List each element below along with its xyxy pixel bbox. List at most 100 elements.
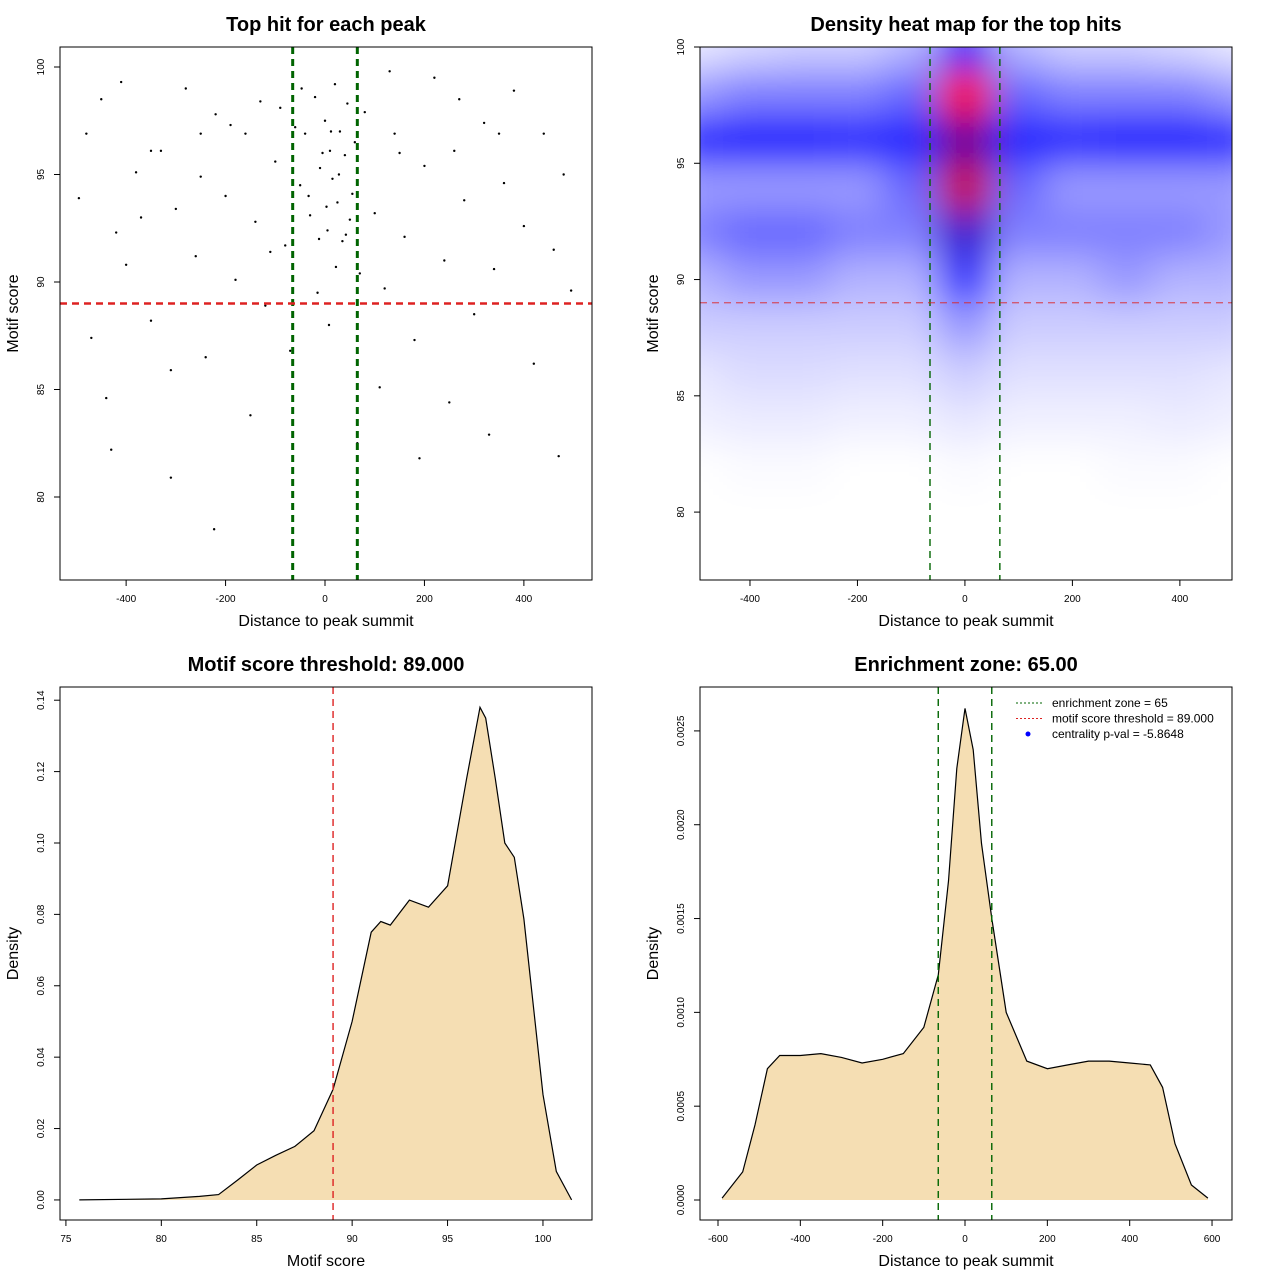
- heat-cell: [991, 116, 1047, 164]
- point: [110, 448, 113, 451]
- heat-cell: [1045, 163, 1100, 211]
- heat-cell: [1045, 395, 1100, 443]
- legend-label: centrality p-val = -5.8648: [1052, 727, 1184, 741]
- point: [403, 235, 406, 239]
- point: [159, 149, 163, 153]
- heat-cell: [776, 488, 832, 536]
- heat-cell: [938, 349, 993, 397]
- point: [532, 362, 536, 365]
- point: [398, 151, 401, 155]
- y-tick-label: 0.08: [36, 904, 47, 924]
- point: [443, 259, 446, 262]
- heat-cell: [776, 349, 832, 397]
- heat-cell: [991, 488, 1047, 536]
- plot-frame: [59, 686, 593, 1221]
- heat-cell: [1153, 209, 1208, 257]
- chart-title: Enrichment zone: 65.00: [854, 654, 1077, 676]
- heat-cell: [1206, 395, 1232, 443]
- point: [100, 98, 103, 101]
- heat-cell: [938, 70, 993, 118]
- heat-cell: [776, 256, 832, 304]
- point: [448, 401, 451, 404]
- y-tick-label: 0.0025: [676, 715, 687, 746]
- area-fill: [79, 707, 572, 1200]
- y-tick-label: 85: [36, 384, 47, 396]
- point: [388, 70, 391, 73]
- point: [289, 349, 292, 353]
- heat-cell: [991, 47, 1047, 71]
- heat-cell: [700, 488, 724, 536]
- point: [114, 231, 118, 234]
- heat-cell: [1153, 70, 1208, 118]
- x-tick-label: 400: [1121, 1234, 1138, 1245]
- x-tick-label: 90: [347, 1234, 359, 1245]
- heat-cell: [1099, 442, 1154, 490]
- heat-cell: [938, 442, 993, 490]
- heat-cell: [991, 442, 1047, 490]
- y-axis-label: Motif score: [5, 274, 22, 352]
- x-tick-label: -400: [790, 1234, 810, 1245]
- heat-cell: [776, 535, 832, 580]
- heat-cell: [1206, 349, 1232, 397]
- heat-cell: [723, 488, 778, 536]
- point: [383, 287, 386, 290]
- point: [338, 130, 342, 133]
- heat-cell: [830, 488, 885, 536]
- heat-cell: [830, 442, 885, 490]
- heat-cell: [830, 47, 885, 71]
- heat-cell: [1045, 302, 1100, 350]
- heat-cell: [1099, 535, 1154, 580]
- heat-cell: [700, 47, 724, 71]
- heat-cell: [1206, 488, 1232, 536]
- heat-cell: [830, 256, 885, 304]
- heat-cell: [700, 209, 724, 257]
- y-tick-label: 95: [36, 168, 47, 180]
- point: [328, 149, 332, 153]
- point: [329, 130, 333, 133]
- point: [327, 323, 331, 327]
- heat-cell: [1206, 302, 1232, 350]
- point: [512, 89, 516, 92]
- point: [293, 125, 297, 129]
- heat-cell: [830, 70, 885, 118]
- heat-cell: [700, 70, 724, 118]
- heat-cell: [776, 209, 832, 257]
- heat-cell: [700, 163, 724, 211]
- chart-title: Top hit for each peak: [226, 14, 427, 36]
- point: [169, 476, 173, 479]
- heat-cell: [938, 488, 993, 536]
- x-tick-label: 75: [60, 1234, 72, 1245]
- x-tick-label: 200: [416, 594, 433, 605]
- point: [194, 255, 197, 258]
- point: [418, 457, 421, 460]
- chart-title: Motif score threshold: 89.000: [188, 654, 465, 676]
- x-tick-label: 80: [156, 1234, 168, 1245]
- heat-cell: [1206, 442, 1232, 490]
- heat-cell: [991, 302, 1047, 350]
- point: [542, 132, 545, 135]
- heat-cell: [1045, 70, 1100, 118]
- chart-title: Density heat map for the top hits: [810, 14, 1121, 36]
- point: [105, 396, 108, 400]
- heat-cell: [1099, 395, 1154, 443]
- heat-cell: [1206, 256, 1232, 304]
- x-tick-label: 400: [1172, 594, 1189, 605]
- point: [458, 98, 461, 101]
- heat-cell: [1153, 349, 1208, 397]
- point: [254, 220, 257, 223]
- x-tick-label: 600: [1204, 1234, 1221, 1245]
- heat-cell: [776, 70, 832, 118]
- point: [348, 218, 352, 221]
- density-line: [721, 708, 1209, 1199]
- point: [214, 113, 217, 116]
- heat-cell: [723, 47, 778, 71]
- legend-label: enrichment zone = 65: [1052, 696, 1168, 710]
- point: [334, 265, 338, 269]
- point: [373, 211, 376, 215]
- y-axis-label: Motif score: [645, 274, 662, 352]
- y-tick-label: 0.0005: [676, 1090, 687, 1121]
- heat-cell: [723, 163, 778, 211]
- heat-cell: [723, 442, 778, 490]
- point: [139, 216, 143, 219]
